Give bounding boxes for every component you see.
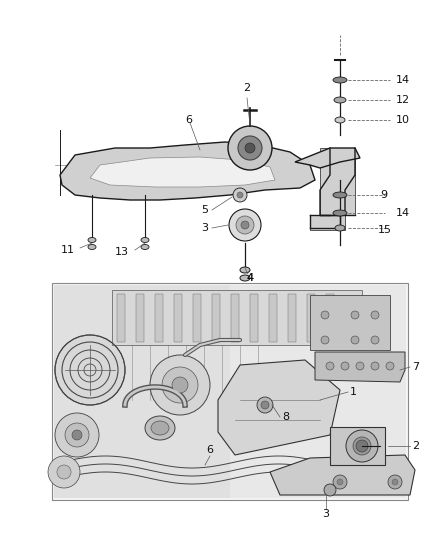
Circle shape (356, 362, 364, 370)
Circle shape (356, 440, 368, 452)
Bar (307, 294, 315, 342)
Ellipse shape (240, 275, 250, 281)
Circle shape (333, 475, 347, 489)
Text: 4: 4 (247, 273, 254, 283)
Ellipse shape (335, 117, 345, 123)
Circle shape (371, 362, 379, 370)
Ellipse shape (334, 97, 346, 103)
Text: 11: 11 (61, 245, 75, 255)
Circle shape (233, 188, 247, 202)
Ellipse shape (141, 245, 149, 249)
Polygon shape (60, 142, 315, 200)
Circle shape (238, 136, 262, 160)
Circle shape (351, 336, 359, 344)
Ellipse shape (333, 192, 347, 198)
Text: 13: 13 (115, 247, 129, 257)
Circle shape (55, 335, 125, 405)
Bar (117, 294, 125, 342)
Ellipse shape (141, 238, 149, 243)
Polygon shape (270, 455, 415, 495)
Polygon shape (310, 215, 345, 230)
Text: 5: 5 (201, 205, 208, 215)
Bar (230, 285, 406, 498)
Bar (250, 294, 258, 342)
Bar (310, 295, 390, 350)
Text: 2: 2 (412, 441, 419, 451)
Text: 14: 14 (396, 208, 410, 218)
Text: 6: 6 (206, 445, 213, 455)
Circle shape (57, 465, 71, 479)
Bar (155, 294, 163, 342)
Polygon shape (315, 352, 405, 382)
Circle shape (371, 311, 379, 319)
Polygon shape (320, 148, 355, 215)
Text: 12: 12 (396, 95, 410, 105)
Bar (212, 294, 220, 342)
Circle shape (371, 336, 379, 344)
Circle shape (392, 479, 398, 485)
Bar (231, 294, 239, 342)
Circle shape (386, 362, 394, 370)
Ellipse shape (333, 77, 347, 83)
Text: 1: 1 (350, 387, 357, 397)
Bar (193, 294, 201, 342)
Circle shape (228, 126, 272, 170)
Circle shape (321, 311, 329, 319)
Circle shape (321, 336, 329, 344)
Circle shape (337, 479, 343, 485)
Circle shape (241, 221, 249, 229)
Bar (174, 294, 182, 342)
Text: 2: 2 (244, 83, 251, 93)
Bar (288, 294, 296, 342)
Text: 6: 6 (185, 115, 192, 125)
Circle shape (341, 362, 349, 370)
Text: 9: 9 (380, 190, 387, 200)
Text: 14: 14 (396, 75, 410, 85)
Bar (136, 294, 144, 342)
Text: 3: 3 (322, 509, 329, 519)
Text: 15: 15 (378, 225, 392, 235)
Ellipse shape (88, 238, 96, 243)
Text: 8: 8 (282, 412, 289, 422)
Circle shape (229, 209, 261, 241)
Circle shape (72, 430, 82, 440)
Circle shape (55, 413, 99, 457)
Circle shape (150, 355, 210, 415)
Circle shape (172, 377, 188, 393)
Bar (112, 290, 362, 345)
Polygon shape (295, 148, 360, 168)
Circle shape (245, 143, 255, 153)
Circle shape (351, 311, 359, 319)
Polygon shape (218, 360, 340, 455)
Circle shape (162, 367, 198, 403)
Circle shape (324, 484, 336, 496)
Text: 7: 7 (412, 362, 419, 372)
Bar (52, 283, 408, 500)
Ellipse shape (145, 416, 175, 440)
Circle shape (326, 362, 334, 370)
Circle shape (48, 456, 80, 488)
Bar (269, 294, 277, 342)
Ellipse shape (353, 437, 371, 455)
Text: 4: 4 (247, 273, 254, 283)
Ellipse shape (346, 430, 378, 462)
Circle shape (388, 475, 402, 489)
Circle shape (237, 192, 243, 198)
Text: 10: 10 (396, 115, 410, 125)
Text: 3: 3 (201, 223, 208, 233)
Circle shape (257, 397, 273, 413)
Ellipse shape (151, 421, 169, 435)
Circle shape (65, 423, 89, 447)
Circle shape (236, 216, 254, 234)
Ellipse shape (333, 210, 347, 216)
Circle shape (261, 401, 269, 409)
Ellipse shape (335, 225, 345, 231)
Ellipse shape (240, 267, 250, 273)
Bar (330, 427, 385, 465)
Bar (326, 294, 334, 342)
Polygon shape (90, 157, 275, 187)
Ellipse shape (88, 245, 96, 249)
Bar (54, 285, 247, 498)
